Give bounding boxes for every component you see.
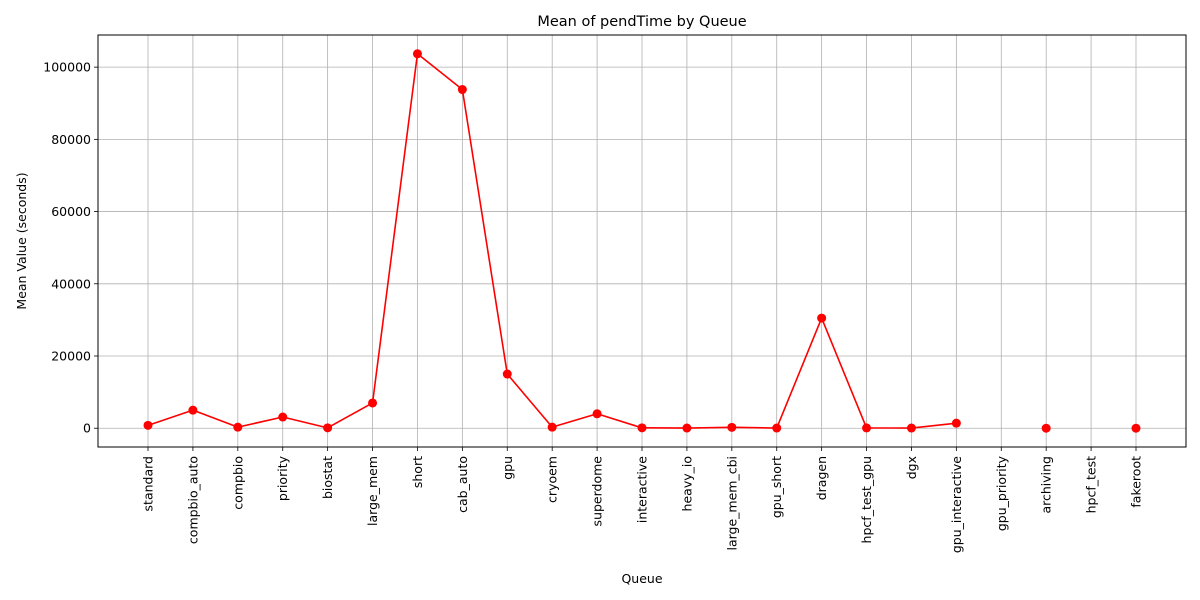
series-layer — [143, 49, 1141, 433]
x-tick-label: superdome — [590, 456, 605, 527]
x-tick-label: gpu — [500, 456, 515, 480]
y-tick-label: 60000 — [51, 204, 91, 219]
y-axis-label: Mean Value (seconds) — [14, 172, 29, 309]
data-point-gpu — [502, 369, 512, 379]
x-tick-label: dragen — [814, 456, 829, 500]
x-tick-label: compbio_auto — [185, 456, 200, 544]
data-point-priority — [278, 412, 288, 422]
x-tick-label: heavy_io — [679, 456, 694, 511]
x-tick-label: gpu_priority — [994, 455, 1009, 531]
data-point-compbio_auto — [188, 405, 198, 415]
data-point-large_mem_cbi — [727, 422, 737, 432]
data-point-compbio — [233, 422, 243, 432]
x-tick-label: compbio — [230, 456, 245, 510]
data-point-hpcf_test_gpu — [862, 423, 872, 433]
axes-layer: standard compbio_auto compbio priority biost… — [43, 60, 1143, 554]
data-point-cryoem — [547, 422, 557, 432]
data-point-superdome — [592, 409, 602, 419]
y-tick-label: 80000 — [51, 132, 91, 147]
x-tick-label: cab_auto — [455, 456, 470, 513]
data-point-heavy_io — [682, 423, 692, 433]
data-point-large_mem — [368, 398, 378, 408]
x-tick-label: hpcf_test — [1084, 456, 1099, 513]
x-tick-label: archiving — [1039, 456, 1054, 514]
x-axis-label: Queue — [621, 571, 662, 586]
x-tick-label: cryoem — [545, 456, 560, 503]
x-tick-label: standard — [141, 456, 156, 511]
x-tick-label: priority — [275, 455, 290, 501]
x-tick-label: fakeroot — [1129, 456, 1144, 508]
data-point-gpu_interactive — [951, 418, 961, 428]
y-tick-label: 20000 — [51, 349, 91, 364]
x-tick-label: dgx — [904, 456, 919, 479]
data-point-standard — [143, 420, 153, 430]
x-tick-label: biostat — [320, 456, 335, 499]
data-point-short — [412, 49, 422, 59]
x-tick-label: hpcf_test_gpu — [859, 456, 874, 543]
data-point-archiving — [1041, 423, 1051, 433]
y-tick-label: 100000 — [43, 60, 91, 75]
data-point-gpu_short — [772, 423, 782, 433]
data-point-biostat — [323, 423, 333, 433]
x-tick-label: gpu_short — [769, 456, 784, 518]
x-tick-label: interactive — [635, 456, 650, 523]
x-tick-label: large_mem — [365, 456, 380, 526]
data-point-dragen — [817, 313, 827, 323]
data-point-cab_auto — [457, 85, 467, 95]
x-tick-label: large_mem_cbi — [724, 456, 739, 551]
x-tick-label: gpu_interactive — [949, 456, 964, 553]
x-tick-label: short — [410, 456, 425, 488]
data-point-dgx — [906, 423, 916, 433]
data-point-fakeroot — [1131, 423, 1141, 433]
y-tick-label: 0 — [83, 421, 91, 436]
data-point-interactive — [637, 423, 647, 433]
y-tick-label: 40000 — [51, 276, 91, 291]
grid — [98, 35, 1186, 447]
chart-title: Mean of pendTime by Queue — [537, 14, 746, 30]
